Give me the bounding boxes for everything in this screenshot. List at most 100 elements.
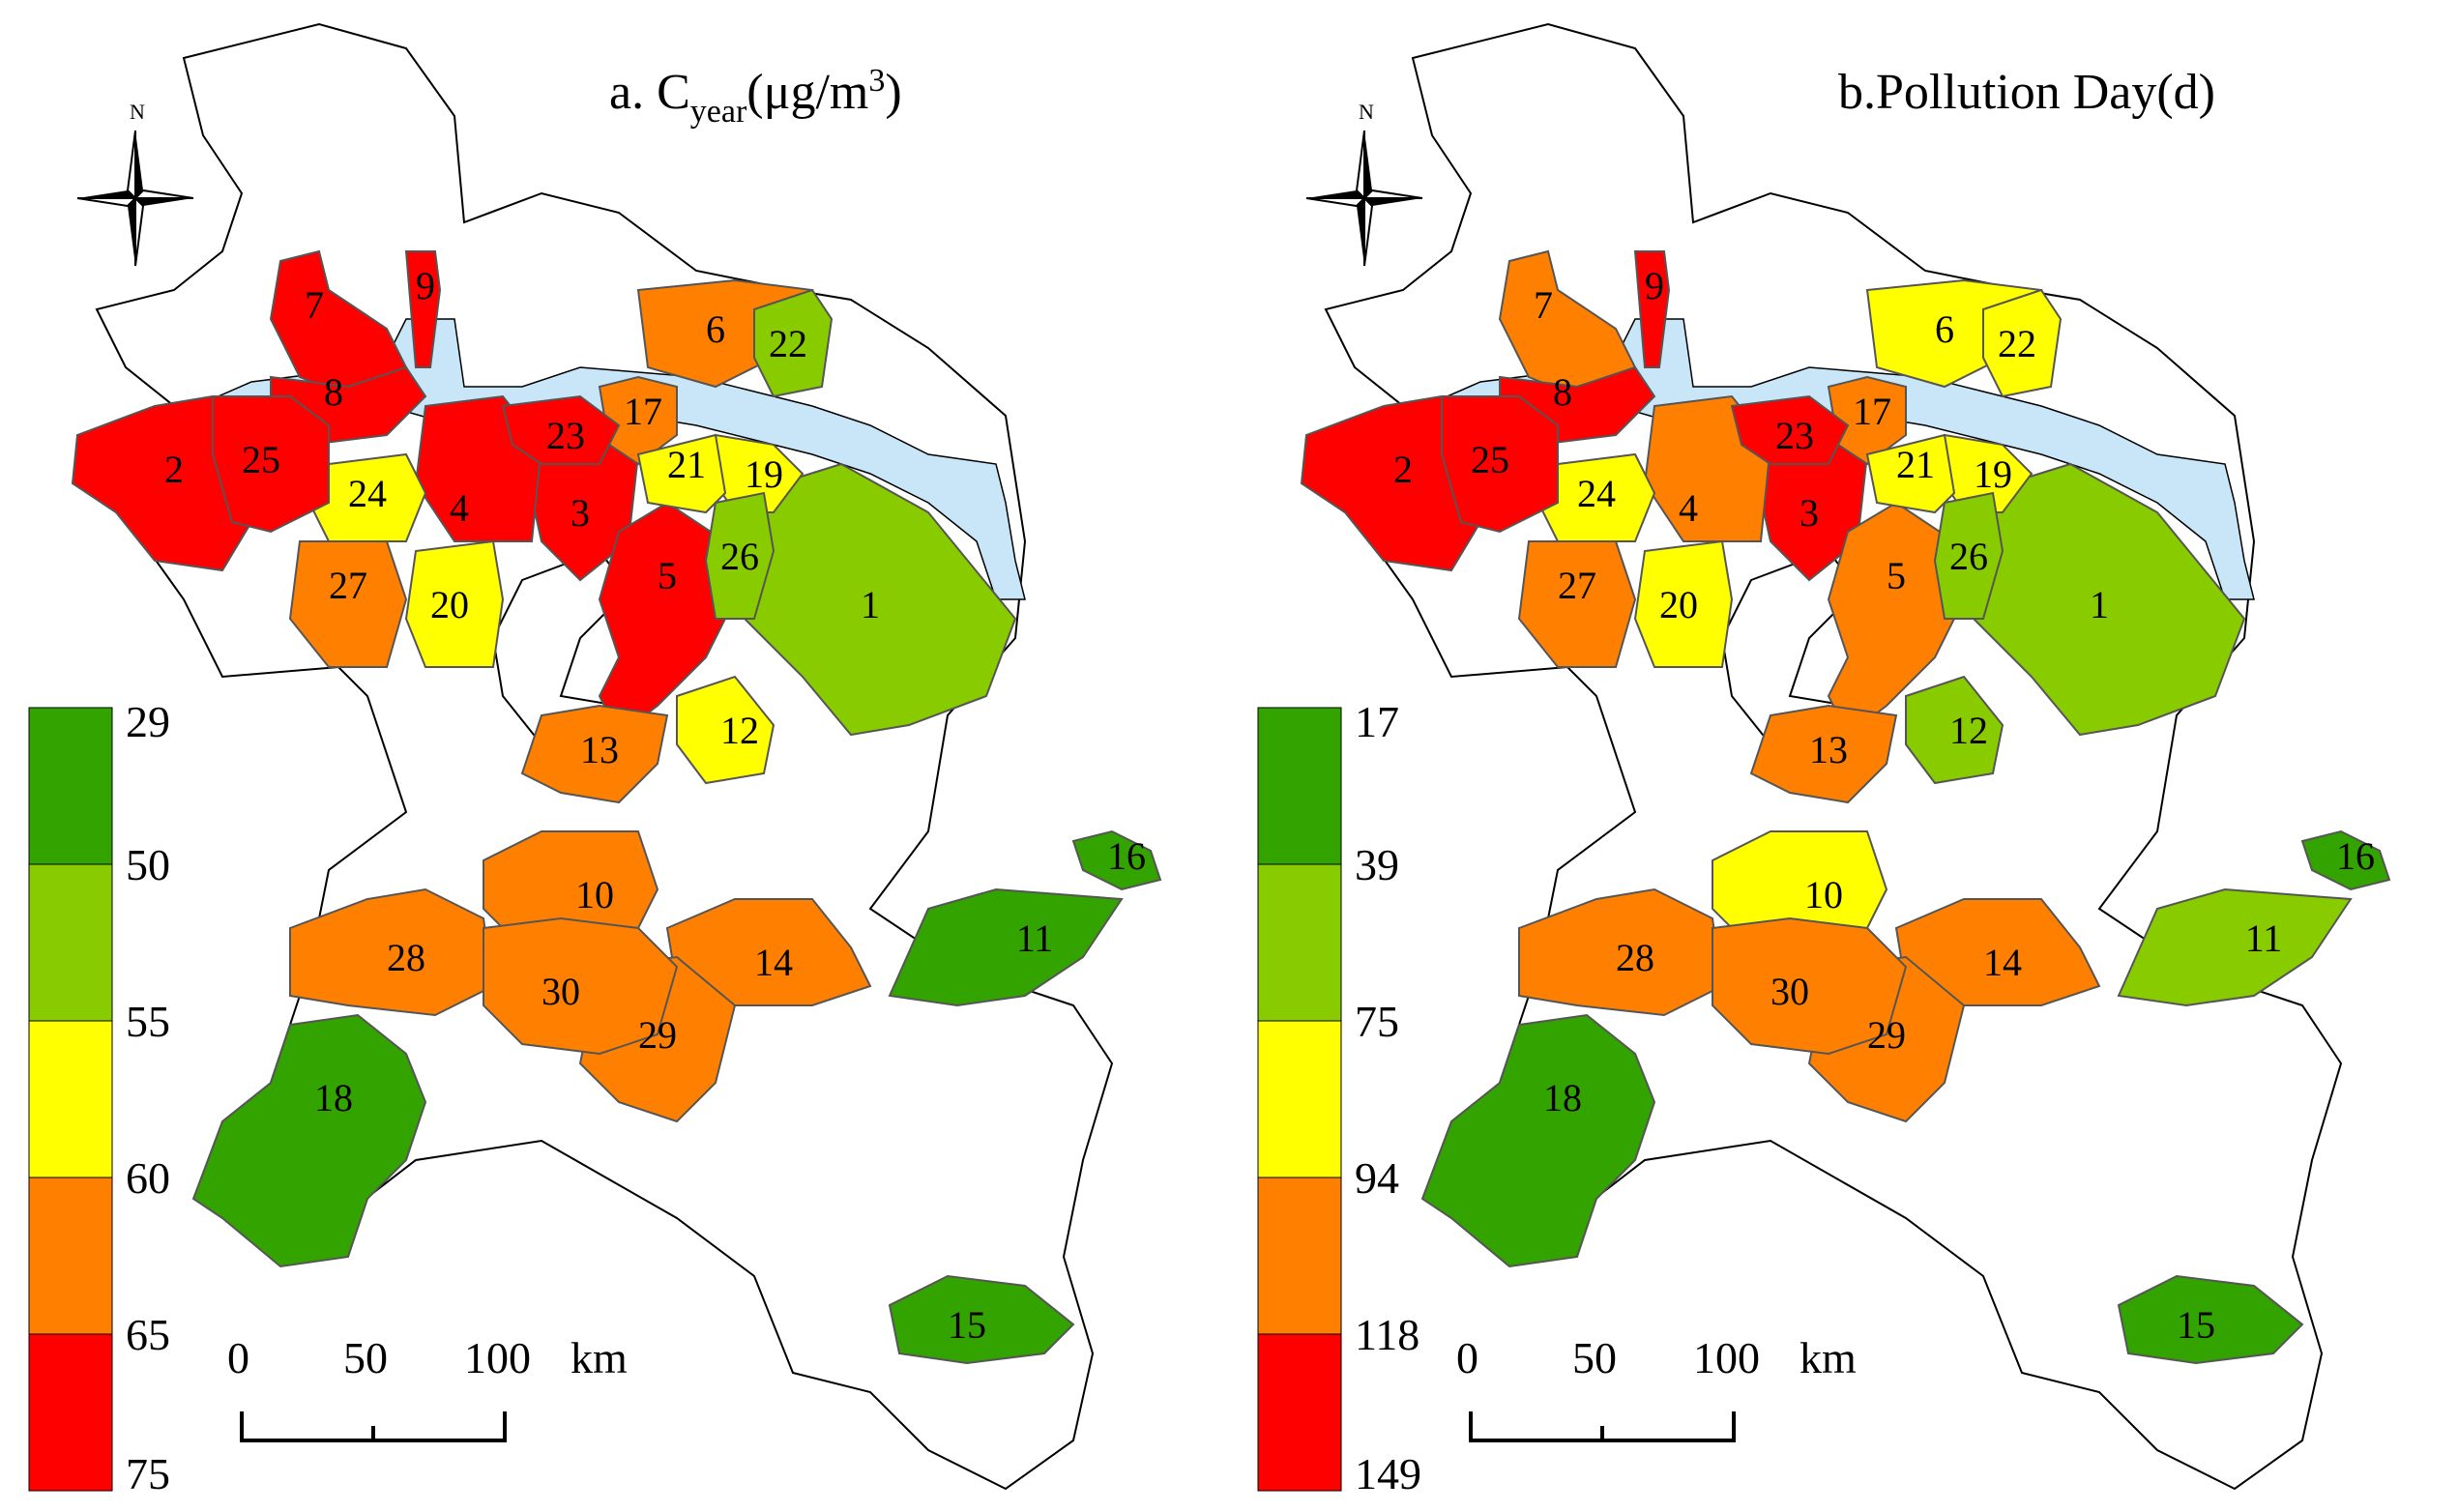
scale-label: 100 bbox=[1693, 1333, 1760, 1382]
legend-label: 29 bbox=[126, 697, 170, 746]
map-panel-b: b.Pollution Day(d) N bbox=[1229, 0, 2458, 1512]
region-label: 7 bbox=[1534, 283, 1553, 327]
region-label: 9 bbox=[1645, 264, 1664, 307]
region-label: 20 bbox=[430, 583, 469, 626]
scale-label: 50 bbox=[343, 1333, 388, 1382]
region-label: 3 bbox=[571, 491, 590, 535]
region-label: 21 bbox=[667, 443, 706, 486]
region-27 bbox=[288, 540, 408, 668]
legend-label: 94 bbox=[1355, 1153, 1399, 1203]
region-label: 12 bbox=[1949, 709, 1988, 752]
north-arrow-icon: N bbox=[76, 100, 194, 267]
legend-label: 118 bbox=[1355, 1310, 1419, 1359]
legend-label: 17 bbox=[1355, 697, 1399, 746]
region-18 bbox=[1420, 1013, 1656, 1268]
region-label: 1 bbox=[2090, 583, 2109, 626]
north-label: N bbox=[130, 100, 145, 124]
region-12 bbox=[676, 675, 775, 785]
region-label: 19 bbox=[1974, 452, 2012, 496]
region-9 bbox=[404, 250, 442, 368]
region-label: 19 bbox=[745, 452, 783, 496]
region-30 bbox=[1712, 916, 1908, 1056]
region-label: 13 bbox=[580, 728, 619, 771]
region-26 bbox=[1933, 491, 2004, 620]
region-label: 10 bbox=[1804, 873, 1843, 916]
region-label: 17 bbox=[624, 390, 662, 433]
legend-label: 75 bbox=[126, 1449, 170, 1498]
region-30 bbox=[483, 916, 679, 1056]
scale-unit: km bbox=[571, 1333, 628, 1382]
map-panel-a: a. Cyear(μg/m3) N bbox=[28, 22, 1162, 1498]
region-label: 8 bbox=[324, 370, 343, 414]
region-label: 16 bbox=[1107, 834, 1146, 878]
region-16 bbox=[1071, 829, 1162, 891]
region-label: 3 bbox=[1800, 491, 1819, 535]
region-23 bbox=[1730, 394, 1850, 465]
legend-b: 17 39 75 94 118 149 bbox=[1257, 697, 1421, 1498]
region-label: 22 bbox=[769, 322, 807, 365]
region-2 bbox=[71, 394, 252, 572]
north-arrow-icon: N bbox=[1305, 100, 1423, 267]
regions-a bbox=[71, 249, 1162, 1365]
region-label: 26 bbox=[1949, 535, 1988, 578]
map-svg-a: a. Cyear(μg/m3) N bbox=[28, 22, 1162, 1498]
region-label: 29 bbox=[1867, 1013, 1906, 1057]
region-label: 6 bbox=[1935, 307, 1954, 351]
region-18 bbox=[191, 1013, 427, 1268]
region-label: 4 bbox=[450, 486, 469, 530]
legend-swatch bbox=[1257, 1333, 1342, 1492]
legend-swatch bbox=[28, 863, 113, 1022]
scale-unit: km bbox=[1800, 1333, 1857, 1382]
legend-label: 75 bbox=[1355, 997, 1399, 1046]
map-title-b: b.Pollution Day(d) bbox=[1838, 65, 2215, 120]
legend-label: 60 bbox=[126, 1153, 170, 1203]
region-label: 4 bbox=[1679, 486, 1698, 530]
region-label: 15 bbox=[2177, 1303, 2215, 1347]
region-13 bbox=[520, 704, 669, 804]
scale-label: 100 bbox=[464, 1333, 531, 1382]
region-27 bbox=[1517, 540, 1637, 668]
region-label: 5 bbox=[658, 554, 677, 597]
region-15 bbox=[2117, 1274, 2304, 1365]
region-label: 20 bbox=[1659, 583, 1698, 626]
legend-swatch bbox=[28, 1177, 113, 1335]
legend-swatch bbox=[1257, 1177, 1342, 1335]
region-label: 18 bbox=[1543, 1076, 1582, 1119]
region-5 bbox=[1827, 501, 1966, 737]
legend-swatch bbox=[28, 707, 113, 865]
legend-a: 29 50 55 60 65 75 bbox=[28, 697, 170, 1498]
legend-label: 55 bbox=[126, 997, 170, 1046]
legend-label: 50 bbox=[126, 840, 170, 889]
scale-bar-b: 0 50 100 km bbox=[1456, 1333, 1857, 1442]
region-label: 11 bbox=[1016, 916, 1054, 960]
region-labels-a: 1 2 3 4 5 6 7 8 9 10 11 12 13 14 15 16 1… bbox=[164, 264, 1146, 1347]
region-label: 14 bbox=[754, 941, 793, 984]
region-label: 5 bbox=[1887, 554, 1906, 597]
legend-swatch bbox=[1257, 1020, 1342, 1178]
north-label: N bbox=[1359, 100, 1374, 124]
region-16 bbox=[2300, 829, 2391, 891]
region-label: 30 bbox=[541, 970, 580, 1013]
region-label: 10 bbox=[575, 873, 614, 916]
region-label: 7 bbox=[305, 283, 324, 327]
legend-label: 65 bbox=[126, 1310, 170, 1359]
region-label: 25 bbox=[242, 438, 280, 481]
region-label: 28 bbox=[387, 936, 425, 979]
regions-b bbox=[1300, 249, 2391, 1365]
legend-swatch bbox=[28, 1333, 113, 1492]
region-label: 18 bbox=[314, 1076, 353, 1119]
region-label: 27 bbox=[329, 564, 367, 607]
region-15 bbox=[888, 1274, 1075, 1365]
region-label: 17 bbox=[1853, 390, 1891, 433]
region-22 bbox=[1982, 288, 2063, 398]
scale-bar-a: 0 50 100 km bbox=[227, 1333, 628, 1442]
legend-label: 39 bbox=[1355, 840, 1399, 889]
region-labels-b: 1 2 3 4 5 6 7 8 9 10 11 12 13 14 15 16 1… bbox=[1393, 264, 2375, 1347]
region-label: 26 bbox=[720, 535, 759, 578]
region-label: 13 bbox=[1809, 728, 1848, 771]
region-label: 21 bbox=[1896, 443, 1935, 486]
region-label: 9 bbox=[416, 264, 435, 307]
map-title-a: a. Cyear(μg/m3) bbox=[609, 63, 902, 130]
region-20 bbox=[404, 539, 505, 668]
region-label: 24 bbox=[348, 472, 387, 515]
